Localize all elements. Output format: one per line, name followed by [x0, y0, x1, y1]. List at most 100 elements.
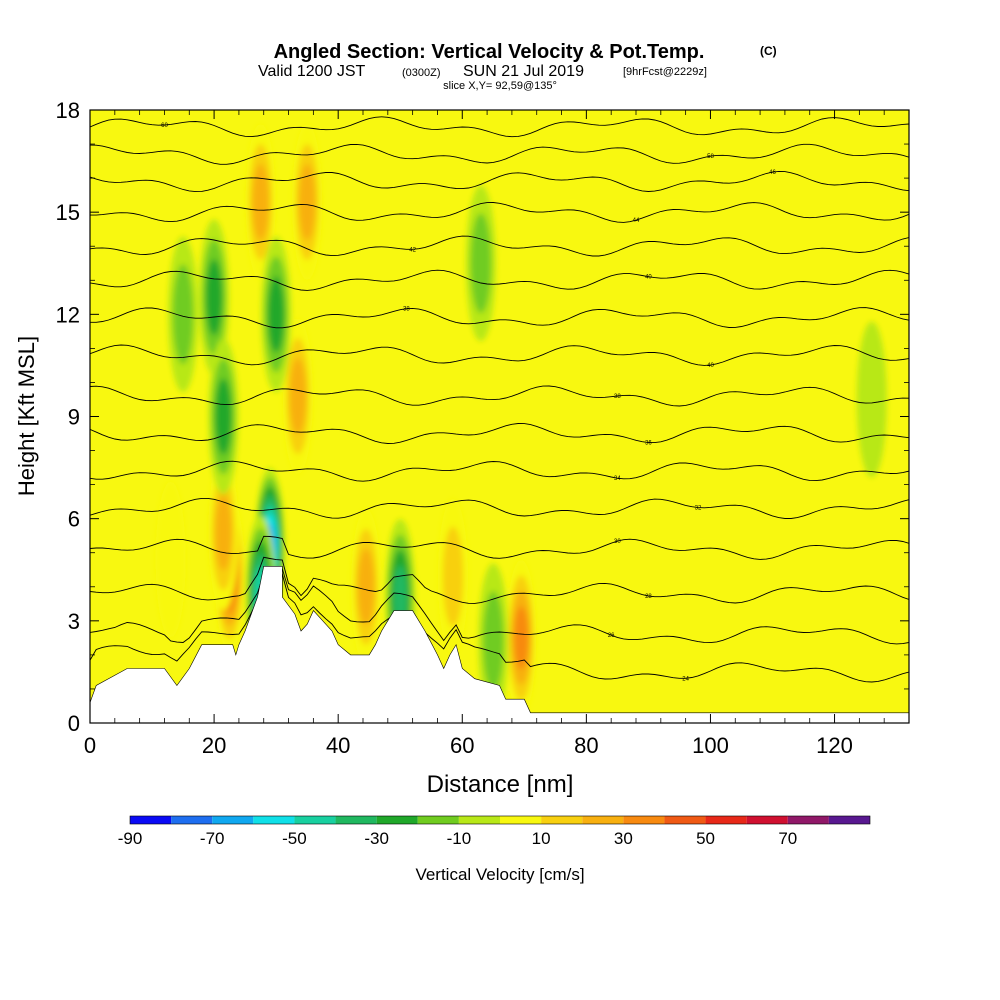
velocity-cell: [282, 318, 313, 475]
theta-contour: [90, 460, 909, 482]
theta-contour: [90, 344, 909, 366]
velocity-level: [252, 163, 269, 240]
velocity-cell: [478, 563, 509, 720]
valid-date: SUN 21 Jul 2019: [463, 63, 584, 80]
theta-contour: [90, 269, 909, 291]
x-tick-label: 80: [574, 733, 598, 758]
theta-contour-label: 46: [769, 170, 776, 176]
y-tick-label: 15: [56, 200, 80, 225]
velocity-level: [483, 591, 504, 692]
theta-contour: [90, 535, 909, 560]
theta-contour: [90, 385, 909, 407]
velocity-level: [205, 259, 223, 336]
velocity-level: [357, 548, 375, 625]
theta-contour-label: 34: [614, 476, 621, 482]
chart-title: Angled Section: Vertical Velocity & Pot.…: [274, 41, 705, 63]
theta-contour-label: 28: [645, 594, 652, 600]
colorbar-swatch: [294, 816, 336, 824]
x-tick-label: 20: [202, 733, 226, 758]
colorbar-swatch: [335, 816, 377, 824]
velocity-cell: [437, 498, 468, 655]
theta-contour: [90, 307, 909, 329]
colorbar-swatch: [458, 816, 500, 824]
colorbar-swatch: [664, 816, 706, 824]
colorbar-swatch: [171, 816, 213, 824]
x-tick-label: 40: [326, 733, 350, 758]
colorbar: -90 -70 -50 -30 -10 10 30 50 70: [118, 815, 871, 848]
theta-contour-label: 40: [645, 275, 652, 281]
plot-area: 60 58 46 44 42 40 38 40 38 36 34 32 30 28 26 24: [90, 110, 909, 723]
y-tick-label: 6: [68, 507, 80, 532]
x-tick-label: 0: [84, 733, 96, 758]
colorbar-swatch: [253, 816, 295, 824]
valid-zulu: (0300Z): [402, 67, 441, 79]
theta-contour: [90, 170, 909, 193]
theta-contour-label: 40: [707, 363, 714, 369]
theta-contour-label: 24: [682, 676, 689, 682]
x-tick-label: 100: [692, 733, 729, 758]
velocity-level: [267, 276, 285, 353]
velocity-level: [172, 264, 194, 365]
colorbar-tick-label: -50: [282, 829, 307, 848]
y-axis-label: Height [Kft MSL]: [14, 336, 39, 496]
colorbar-tick-label: -90: [118, 829, 143, 848]
theta-contour-label: 36: [645, 441, 652, 447]
velocity-cell: [506, 559, 537, 716]
velocity-level: [470, 213, 492, 314]
velocity-level: [442, 526, 464, 627]
y-tick-label: 0: [68, 711, 80, 736]
theta-contour: [90, 568, 909, 645]
velocity-level: [514, 606, 529, 670]
colorbar-swatch: [130, 816, 172, 824]
theta-contour: [90, 202, 909, 223]
colorbar-swatch: [787, 816, 829, 824]
y-tick-label: 3: [68, 609, 80, 634]
theta-contour-label: 38: [403, 307, 410, 313]
velocity-level: [299, 163, 316, 240]
velocity-cell: [856, 321, 887, 478]
forecast-info: [9hrFcst@2229z]: [623, 66, 707, 78]
colorbar-tick-label: 30: [614, 829, 633, 848]
slice-info: slice X,Y= 92,59@135°: [443, 80, 557, 92]
theta-contour-label: 38: [614, 394, 621, 400]
chart-title-unit: (C): [760, 44, 777, 58]
x-tick-label: 60: [450, 733, 474, 758]
theta-contour: [90, 497, 909, 519]
theta-contour-label: 42: [409, 247, 416, 253]
chart-header: Angled Section: Vertical Velocity & Pot.…: [258, 41, 777, 92]
terrain: [90, 566, 909, 723]
theta-contour-label: 26: [608, 633, 615, 639]
colorbar-tick-label: -70: [200, 829, 225, 848]
colorbar-swatch: [376, 816, 418, 824]
colorbar-swatch: [705, 816, 747, 824]
velocity-cell: [155, 481, 186, 638]
velocity-level: [856, 321, 887, 478]
velocity-cell: [261, 236, 292, 393]
theta-contour-label: 30: [614, 539, 621, 545]
x-axis-label: Distance [nm]: [427, 771, 574, 798]
velocity-level: [155, 481, 186, 638]
colorbar-frame: [129, 815, 871, 825]
velocity-field: [155, 123, 887, 720]
colorbar-tick-label: 50: [696, 829, 715, 848]
colorbar-tick-label: 70: [778, 829, 797, 848]
y-tick-label: 18: [56, 98, 80, 123]
velocity-cell: [208, 454, 239, 611]
colorbar-swatch: [582, 816, 624, 824]
colorbar-tick-label: -30: [364, 829, 389, 848]
theta-contour: [90, 235, 909, 257]
valid-time: Valid 1200 JST: [258, 63, 366, 80]
theta-contour-label: 32: [695, 506, 702, 512]
potential-temperature-contours: 60 58 46 44 42 40 38 40 38 36 34 32 30 28 26 24: [90, 116, 909, 683]
velocity-level: [289, 358, 306, 435]
velocity-cell: [208, 338, 239, 495]
velocity-level: [215, 494, 232, 571]
velocity-level: [215, 378, 232, 455]
colorbar-swatch: [541, 816, 583, 824]
theta-contour-label: 60: [161, 123, 168, 129]
theta-contour: [90, 116, 909, 138]
colorbar-swatch: [746, 816, 788, 824]
colorbar-swatch: [623, 816, 665, 824]
